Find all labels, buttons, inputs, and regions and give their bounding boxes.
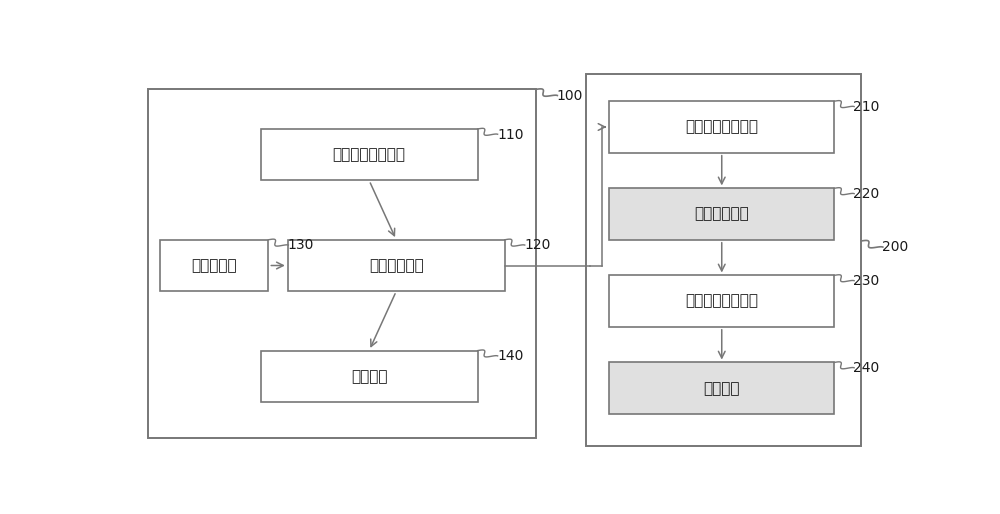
- Text: 200: 200: [882, 241, 908, 254]
- Text: 230: 230: [854, 274, 880, 288]
- Bar: [288, 240, 505, 291]
- Text: 第二数据转换单元: 第二数据转换单元: [685, 293, 758, 308]
- Text: 频率变换单元: 频率变换单元: [694, 207, 749, 222]
- Text: 130: 130: [288, 238, 314, 252]
- Bar: [609, 276, 834, 327]
- Text: 播放单元: 播放单元: [351, 369, 387, 384]
- Bar: [261, 129, 478, 180]
- Text: 120: 120: [524, 238, 550, 252]
- Bar: [609, 362, 834, 414]
- Text: 解析单元: 解析单元: [704, 381, 740, 396]
- Bar: [261, 351, 478, 402]
- Text: 第一数据转换单元: 第一数据转换单元: [333, 147, 406, 162]
- Bar: [609, 188, 834, 240]
- Text: 100: 100: [557, 89, 583, 103]
- Text: 音频数据获取单元: 音频数据获取单元: [685, 119, 758, 135]
- Text: 140: 140: [497, 349, 523, 363]
- Text: 110: 110: [497, 127, 524, 141]
- Bar: [586, 74, 861, 446]
- Bar: [148, 89, 536, 438]
- Text: 音频数据库: 音频数据库: [191, 258, 237, 273]
- Text: 210: 210: [854, 100, 880, 114]
- Bar: [160, 240, 268, 291]
- Bar: [609, 101, 834, 153]
- Text: 220: 220: [854, 187, 880, 201]
- Text: 240: 240: [854, 361, 880, 375]
- Text: 音频编码单元: 音频编码单元: [369, 258, 424, 273]
